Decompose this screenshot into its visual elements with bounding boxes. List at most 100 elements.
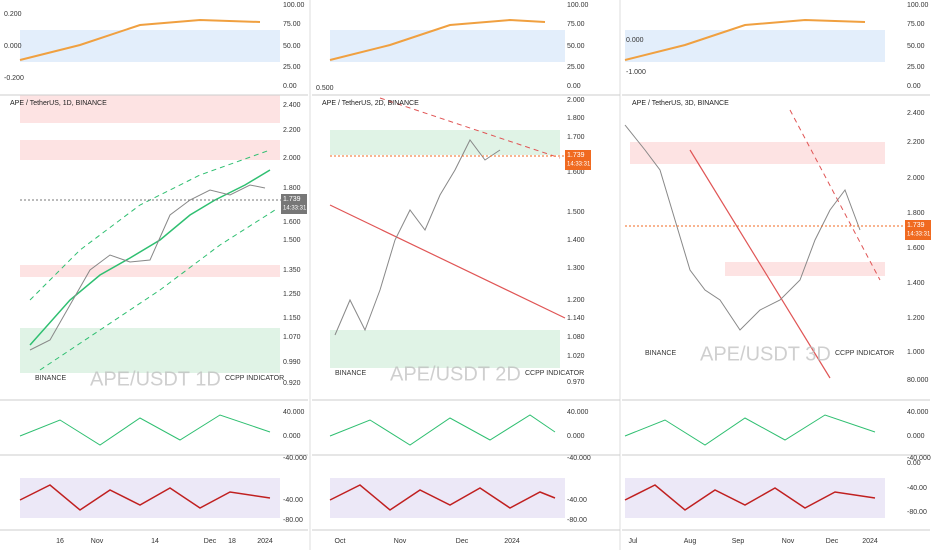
axis-label: 0.000 [907, 433, 925, 440]
oscillator-line [329, 414, 556, 446]
chart-title: APE / TetherUS, 3D, BINANCE [632, 100, 729, 107]
price-label: 1.500 [283, 237, 301, 244]
zone [20, 140, 280, 160]
indicator-band [20, 30, 280, 62]
axis-label: 0.00 [567, 83, 581, 90]
axis-label: 25.00 [283, 64, 301, 71]
oscillator-band [20, 478, 280, 518]
price-label: 1.400 [567, 237, 585, 244]
price-label: 1.250 [283, 291, 301, 298]
time-label: 2024 [257, 538, 273, 545]
time-label: Nov [91, 538, 104, 545]
time-label: Sep [732, 538, 745, 545]
oscillator-line [624, 484, 876, 511]
axis-label: -80.00 [567, 517, 587, 524]
axis-label: 75.00 [907, 21, 925, 28]
oscillator-line [329, 484, 556, 511]
axis-label: 100.00 [283, 2, 305, 9]
axis-label: 100.00 [567, 2, 589, 9]
axis-label: 0.000 [567, 433, 585, 440]
price-label: 1.300 [567, 265, 585, 272]
price-label: 1.600 [907, 245, 925, 252]
time-label: Dec [456, 538, 469, 545]
brand: BINANCE [35, 375, 66, 382]
indicator-band [625, 30, 885, 62]
trend [379, 97, 561, 159]
axis-label: 0.00 [907, 83, 921, 90]
indicator-band [330, 30, 565, 62]
price-label: 1.500 [567, 209, 585, 216]
countdown: 14:33:31 [567, 162, 591, 168]
axis-label: 75.00 [567, 21, 585, 28]
price-label: 0.990 [283, 359, 301, 366]
price-label: 2.000 [283, 155, 301, 162]
watermark: APE/USDT 1D [90, 368, 221, 390]
current-price: 1.739 [567, 152, 585, 159]
oscillator-line [19, 484, 271, 511]
axis-label: 0.000 [283, 433, 301, 440]
price-badge [905, 220, 931, 240]
axis-label: -40.00 [567, 497, 587, 504]
time-label: Aug [684, 538, 697, 545]
axis-label: 0.000 [4, 43, 22, 50]
price-label: 1.700 [567, 134, 585, 141]
time-label: Dec [826, 538, 839, 545]
axis-label: -0.200 [4, 75, 24, 82]
price-label: 1.600 [283, 219, 301, 226]
axis-label: 0.200 [4, 11, 22, 18]
axis-label: 0.000 [626, 37, 644, 44]
brand: BINANCE [645, 350, 676, 357]
watermark: APE/USDT 2D [390, 363, 521, 385]
price-label: 1.800 [283, 185, 301, 192]
time-label: Nov [394, 538, 407, 545]
axis-label: -40.00 [907, 485, 927, 492]
axis-label: -80.00 [283, 517, 303, 524]
countdown: 14:33:31 [283, 206, 307, 212]
time-label: Oct [335, 538, 346, 545]
price-label: 0.970 [567, 379, 585, 386]
oscillator-band [330, 478, 565, 518]
axis-label: -40.000 [907, 455, 931, 462]
axis-label: -1.000 [626, 69, 646, 76]
trend [689, 149, 831, 379]
chart-title: APE / TetherUS, 1D, BINANCE [10, 100, 107, 107]
price-label: 2.400 [283, 102, 301, 109]
axis-label: -40.00 [283, 497, 303, 504]
price-label: 1.080 [567, 334, 585, 341]
price [29, 184, 266, 351]
indicator-label: CCPP INDICATOR [525, 370, 584, 377]
oscillator-band [625, 478, 885, 518]
zone [20, 95, 280, 123]
price-label: 1.140 [567, 315, 585, 322]
channel [39, 209, 276, 371]
time-label: 18 [228, 538, 236, 545]
chart-panel: APE / TetherUS, 2D, BINANCE APE/USDT 2D BI… [312, 2, 620, 545]
price-label: 1.150 [283, 315, 301, 322]
price-label: 1.600 [567, 169, 585, 176]
price-label: 1.800 [907, 210, 925, 217]
zone [330, 330, 560, 368]
price [624, 124, 861, 331]
price-label: 80.000 [907, 377, 929, 384]
time-label: 14 [151, 538, 159, 545]
trend [329, 204, 566, 319]
price-label: 2.200 [283, 127, 301, 134]
channel [29, 149, 271, 301]
price-label: 1.020 [567, 353, 585, 360]
axis-label: 25.00 [907, 64, 925, 71]
axis-label: 75.00 [283, 21, 301, 28]
time-label: 2024 [504, 538, 520, 545]
price-label: 1.350 [283, 267, 301, 274]
axis-label: 40.000 [283, 409, 305, 416]
chart-title: APE / TetherUS, 2D, BINANCE [322, 100, 419, 107]
time-label: 16 [56, 538, 64, 545]
price-label: 0.920 [283, 380, 301, 387]
price-label: 1.400 [907, 280, 925, 287]
axis-label: 25.00 [567, 64, 585, 71]
axis-label: 50.00 [567, 43, 585, 50]
chart-panel: APE / TetherUS, 1D, BINANCE APE/USDT 1D BI… [0, 2, 308, 545]
indicator-line [329, 18, 546, 61]
oscillator-line [19, 414, 271, 446]
price [334, 139, 501, 336]
